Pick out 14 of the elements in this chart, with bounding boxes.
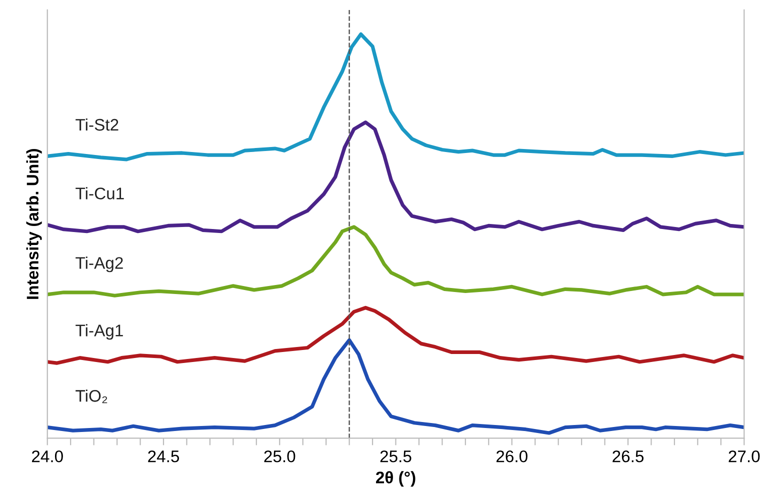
x-tick-label: 27.0 xyxy=(728,450,760,462)
x-tick-label: 26.0 xyxy=(496,450,528,462)
series-label: TiO₂ xyxy=(76,390,108,404)
series-label: Ti-St2 xyxy=(76,118,118,131)
series-label: Ti-Ag2 xyxy=(76,256,123,272)
y-axis-title: Intensity (arb. Unit) xyxy=(26,148,42,299)
x-tick-label: 24.5 xyxy=(148,450,180,462)
x-tick-label: 26.5 xyxy=(612,450,644,462)
series-label: Ti-Ag1 xyxy=(76,324,123,340)
series-label: Ti-Cu1 xyxy=(76,187,124,200)
x-tick-label: 25.0 xyxy=(264,450,296,462)
x-tick-label: 25.5 xyxy=(380,450,412,462)
x-axis-title: 2θ (°) xyxy=(376,471,416,487)
x-tick-label: 24.0 xyxy=(32,450,63,462)
